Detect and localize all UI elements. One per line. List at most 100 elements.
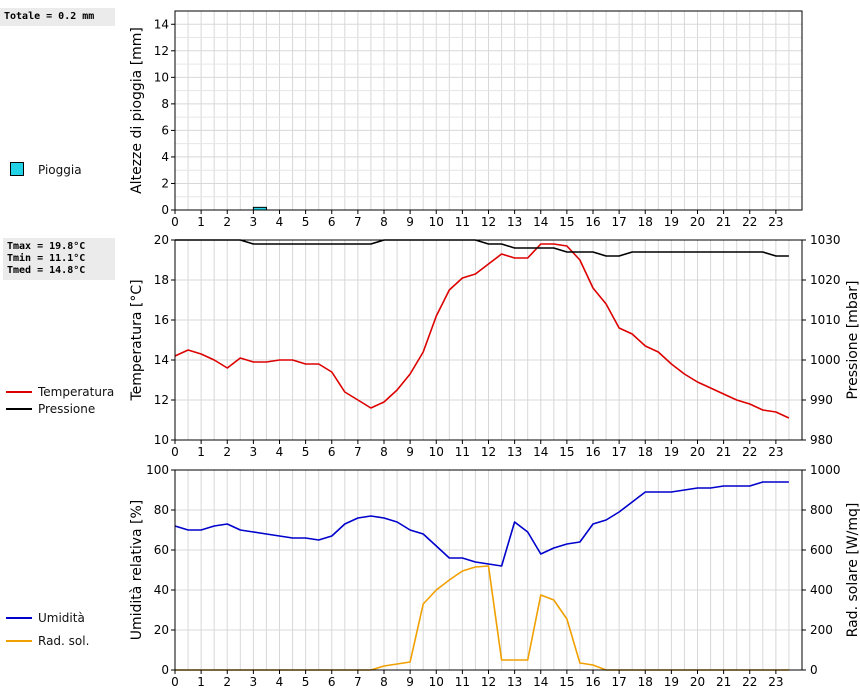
series-line-rad-sol — [175, 565, 789, 671]
y-tick-label: 12 — [154, 393, 169, 407]
chart-panel-3: 0 1 2 3 4 5 6 7 8 9 10 11 12 13 14 15 16 17 18 19 20 21 22 2302… — [129, 463, 860, 689]
y-tick-label: 8 — [161, 97, 169, 111]
y-tick-label: 80 — [154, 503, 169, 517]
x-tick-label: 4 — [276, 445, 284, 459]
x-tick-label: 23 — [768, 215, 783, 229]
legend-humidity-label: Umidità — [38, 611, 85, 625]
x-tick-label: 11 — [455, 445, 470, 459]
x-tick-label: 11 — [455, 675, 470, 689]
y2-tick-label: 600 — [810, 543, 833, 557]
x-tick-label: 2 — [223, 215, 231, 229]
x-tick-label: 2 — [223, 675, 231, 689]
x-tick-label: 0 — [171, 215, 179, 229]
series-line-temperatura — [174, 243, 790, 419]
x-tick-label: 23 — [768, 445, 783, 459]
x-tick-label: 7 — [354, 215, 362, 229]
x-tick-label: 6 — [328, 675, 336, 689]
x-tick-label: 10 — [429, 445, 444, 459]
y-tick-label: 12 — [154, 44, 169, 58]
temperature-swatch — [6, 391, 32, 393]
legend-pressure-label: Pressione — [38, 402, 96, 416]
series-line-umidità — [174, 481, 789, 567]
legend-rain-label: Pioggia — [38, 163, 82, 177]
legend-temperature-label: Temperatura — [38, 385, 115, 399]
y2-axis-label: Pressione [mbar] — [845, 280, 860, 399]
radiation-swatch — [6, 640, 32, 642]
x-tick-label: 21 — [716, 445, 731, 459]
x-tick-label: 18 — [638, 215, 653, 229]
y-tick-label: 14 — [154, 353, 169, 367]
x-tick-label: 16 — [585, 675, 600, 689]
rain-total-text: Totale = 0.2 mm — [4, 11, 95, 22]
y2-tick-label: 1000 — [810, 463, 841, 477]
y2-tick-label: 1030 — [810, 233, 841, 247]
y-tick-label: 10 — [154, 70, 169, 84]
humidity-swatch — [6, 617, 32, 619]
chart-panel-1: 0 1 2 3 4 5 6 7 8 9 10 11 12 13 14 15 16 17 18 19 20 21 22 2302… — [129, 10, 803, 229]
y-tick-label: 60 — [154, 543, 169, 557]
x-tick-label: 3 — [250, 675, 258, 689]
legend-radiation-label: Rad. sol. — [38, 634, 90, 648]
x-tick-label: 22 — [742, 215, 757, 229]
x-tick-label: 13 — [507, 445, 522, 459]
rain-total-box: Totale = 0.2 mm — [0, 8, 115, 26]
x-tick-label: 12 — [481, 675, 496, 689]
y-tick-label: 18 — [154, 273, 169, 287]
x-tick-label: 10 — [429, 675, 444, 689]
rain-swatch — [10, 162, 24, 176]
x-tick-label: 16 — [585, 445, 600, 459]
x-tick-label: 14 — [533, 445, 548, 459]
x-tick-label: 8 — [380, 215, 388, 229]
x-tick-label: 12 — [481, 215, 496, 229]
x-tick-label: 17 — [611, 445, 626, 459]
x-tick-label: 5 — [302, 675, 310, 689]
y-tick-label: 2 — [161, 176, 169, 190]
tmax-text: Tmax = 19.8°C — [7, 241, 86, 252]
tmin-text: Tmin = 11.1°C — [7, 253, 86, 264]
x-tick-label: 9 — [406, 445, 414, 459]
x-tick-label: 17 — [611, 215, 626, 229]
x-tick-label: 18 — [638, 445, 653, 459]
x-tick-label: 19 — [664, 675, 679, 689]
x-tick-label: 0 — [171, 675, 179, 689]
x-tick-label: 20 — [690, 675, 705, 689]
y-tick-label: 40 — [154, 583, 169, 597]
x-tick-label: 11 — [455, 215, 470, 229]
x-tick-label: 4 — [276, 215, 284, 229]
y-tick-label: 16 — [154, 313, 169, 327]
x-tick-label: 3 — [250, 445, 258, 459]
x-tick-label: 21 — [716, 675, 731, 689]
x-tick-label: 7 — [354, 675, 362, 689]
x-tick-label: 6 — [328, 215, 336, 229]
x-tick-label: 4 — [276, 675, 284, 689]
y2-tick-label: 1000 — [810, 353, 841, 367]
x-tick-label: 18 — [638, 675, 653, 689]
y-tick-label: 100 — [146, 463, 169, 477]
pressure-swatch — [6, 408, 32, 410]
x-tick-label: 17 — [611, 675, 626, 689]
y-axis-label: Umidità relativa [%] — [129, 500, 145, 641]
y2-tick-label: 1010 — [810, 313, 841, 327]
x-tick-label: 13 — [507, 215, 522, 229]
y2-tick-label: 0 — [810, 663, 818, 677]
x-tick-label: 19 — [664, 445, 679, 459]
x-tick-label: 14 — [533, 675, 548, 689]
x-tick-label: 1 — [197, 675, 205, 689]
y-tick-label: 20 — [154, 623, 169, 637]
x-tick-label: 15 — [559, 675, 574, 689]
y-tick-label: 10 — [154, 433, 169, 447]
x-tick-label: 20 — [690, 215, 705, 229]
x-tick-label: 10 — [429, 215, 444, 229]
x-tick-label: 22 — [742, 445, 757, 459]
x-tick-label: 8 — [380, 445, 388, 459]
y-tick-label: 14 — [154, 17, 169, 31]
y-tick-label: 6 — [161, 123, 169, 137]
x-tick-label: 5 — [302, 215, 310, 229]
series-line-pressione — [175, 239, 789, 257]
y-axis-label: Altezze di pioggia [mm] — [129, 27, 145, 194]
y-axis-label: Temperatura [°C] — [129, 279, 145, 401]
x-tick-label: 13 — [507, 675, 522, 689]
x-tick-label: 21 — [716, 215, 731, 229]
x-tick-label: 19 — [664, 215, 679, 229]
temperature-stats-box: Tmax = 19.8°C Tmin = 11.1°C Tmed = 14.8°… — [3, 238, 115, 280]
